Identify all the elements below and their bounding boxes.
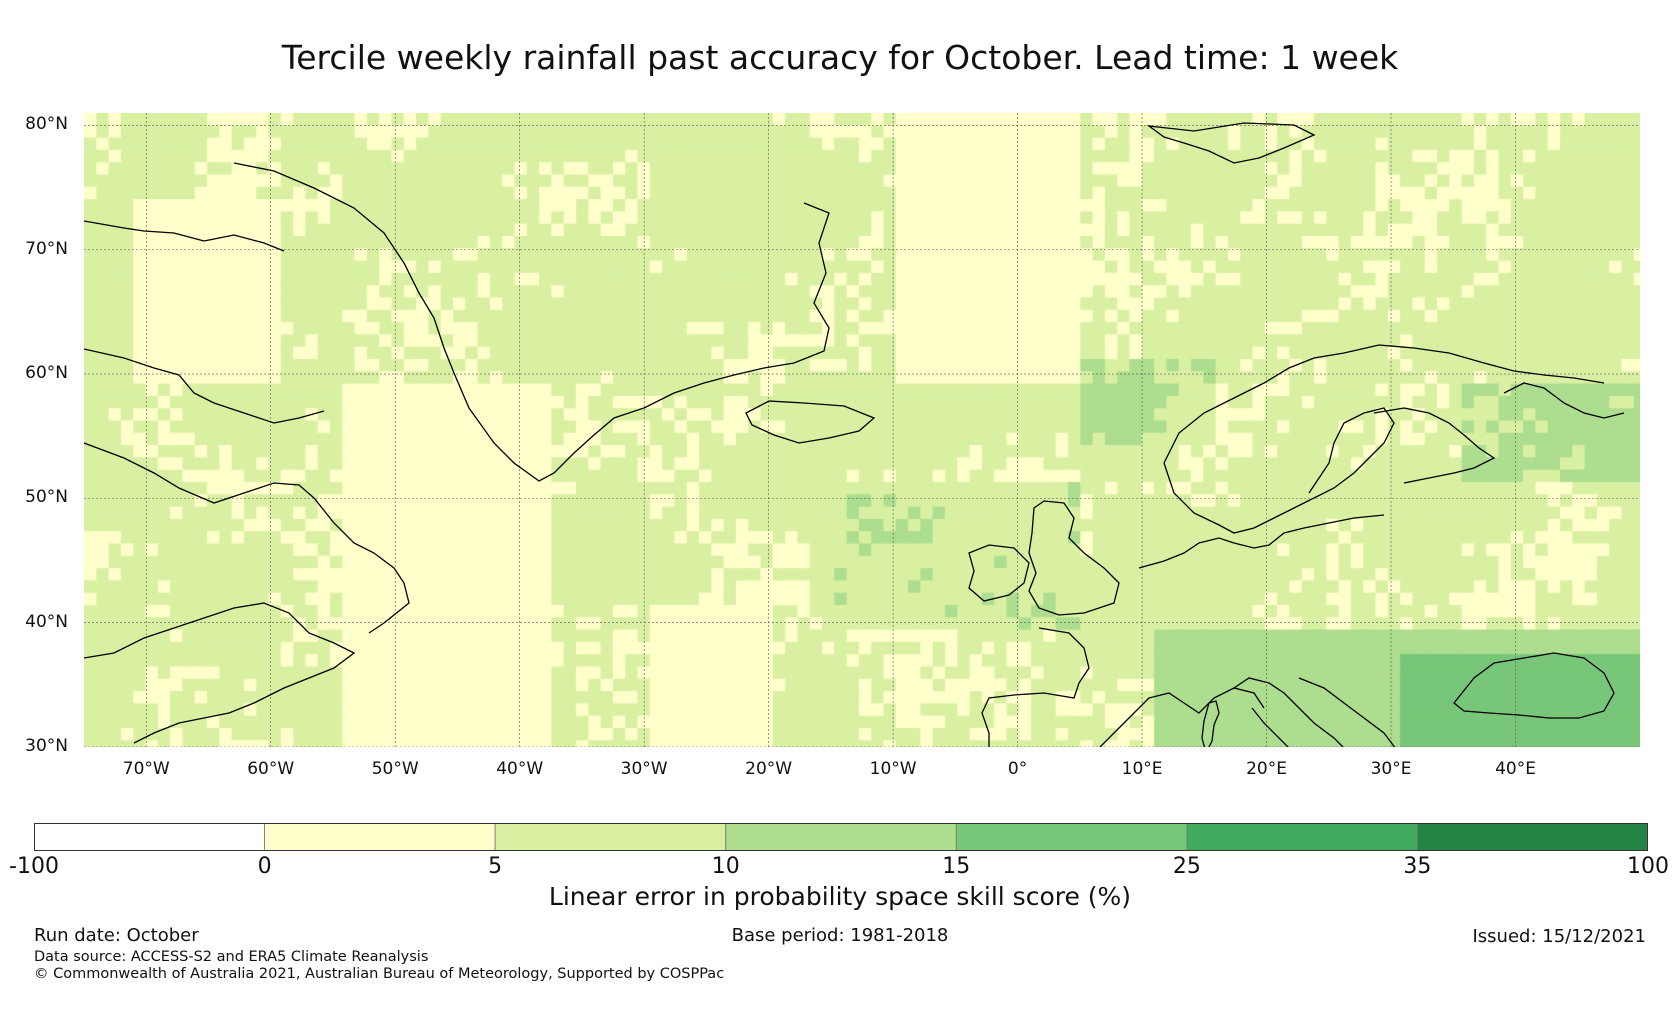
issued-date: Issued: 15/12/2021 <box>1472 926 1646 947</box>
longitude-tick-label: 40°E <box>1495 759 1536 779</box>
coast-continent-west <box>1138 514 1385 569</box>
longitude-tick-label: 30°E <box>1370 759 1412 779</box>
colorbar-segment <box>725 823 957 851</box>
colorbar-tick-label: 5 <box>488 854 503 879</box>
coast-france-iberia <box>981 627 1265 747</box>
latitude-tick-label: 30°N <box>25 736 68 756</box>
latitude-tick-label: 40°N <box>25 611 68 632</box>
coast-white-sea <box>1503 382 1625 419</box>
colorbar-segment <box>34 823 265 851</box>
colorbar-tick-label: -100 <box>9 854 59 879</box>
coast-great-britain <box>1028 500 1120 616</box>
longitude-tick-label: 20°W <box>745 759 793 779</box>
longitude-tick-label: 60°W <box>247 759 295 779</box>
colorbar-tick-label: 25 <box>1172 854 1201 879</box>
colorbar-label: Linear error in probability space skill … <box>548 882 1132 911</box>
coast-svalbard <box>1146 122 1316 164</box>
latitude-tick-label: 70°N <box>25 238 68 259</box>
coast-corsica-sardinia <box>1201 700 1220 747</box>
coast-iceland <box>745 400 876 444</box>
colorbar-tick-label: 35 <box>1403 854 1432 879</box>
coast-labrador <box>84 220 285 252</box>
coast-norway <box>1163 344 1605 464</box>
colorbar-segment <box>264 823 496 851</box>
colorbar-segment <box>494 823 727 851</box>
longitude-tick-label: 0° <box>1007 759 1028 779</box>
page-title: Tercile weekly rainfall past accuracy fo… <box>281 38 1399 77</box>
copyright-notice: © Commonwealth of Australia 2021, Austra… <box>34 966 725 982</box>
data-source: Data source: ACCESS-S2 and ERA5 Climate … <box>34 949 429 965</box>
colorbar-border <box>34 823 1648 851</box>
longitude-tick-label: 50°W <box>371 759 419 779</box>
coast-black-sea <box>1453 652 1615 719</box>
skill-score-grid <box>84 113 1640 747</box>
latitude-tick-label: 60°N <box>25 363 68 384</box>
colorbar-segment <box>1417 823 1648 851</box>
coast-sweden-baltic <box>1163 407 1395 534</box>
longitude-tick-label: 70°W <box>122 759 170 779</box>
coast-ireland <box>968 544 1030 602</box>
graticule <box>84 113 1640 747</box>
colorbar-tick-label: 15 <box>942 854 971 879</box>
coast-nova-scotia <box>84 602 356 744</box>
longitude-tick-label: 30°W <box>620 759 668 779</box>
coast-greenland <box>233 162 830 482</box>
latitude-tick-label: 50°N <box>25 487 68 508</box>
latitude-tick-label: 80°N <box>25 114 68 135</box>
coast-balkans <box>1298 677 1396 747</box>
map-overlay <box>84 113 1640 747</box>
longitude-tick-label: 10°E <box>1121 759 1163 779</box>
rainfall-skill-map[interactable] <box>84 113 1640 747</box>
colorbar-segment <box>955 823 1188 851</box>
longitude-tick-label: 20°E <box>1246 759 1287 779</box>
coast-finland <box>1373 407 1496 484</box>
colorbar-tick-label: 100 <box>1627 854 1669 879</box>
coastlines <box>84 122 1625 747</box>
colorbar <box>34 823 1648 851</box>
longitude-tick-label: 10°W <box>869 759 917 779</box>
run-date: Run date: October <box>34 925 199 946</box>
coast-italy <box>1233 677 1344 747</box>
base-period: Base period: 1981-2018 <box>731 925 949 946</box>
colorbar-segment <box>1186 823 1418 851</box>
colorbar-tick-label: 0 <box>257 854 272 879</box>
coast-labrador-south <box>84 442 410 634</box>
longitude-tick-label: 40°W <box>496 759 544 779</box>
coast-baffin <box>84 348 325 424</box>
colorbar-tick-label: 10 <box>711 854 740 879</box>
